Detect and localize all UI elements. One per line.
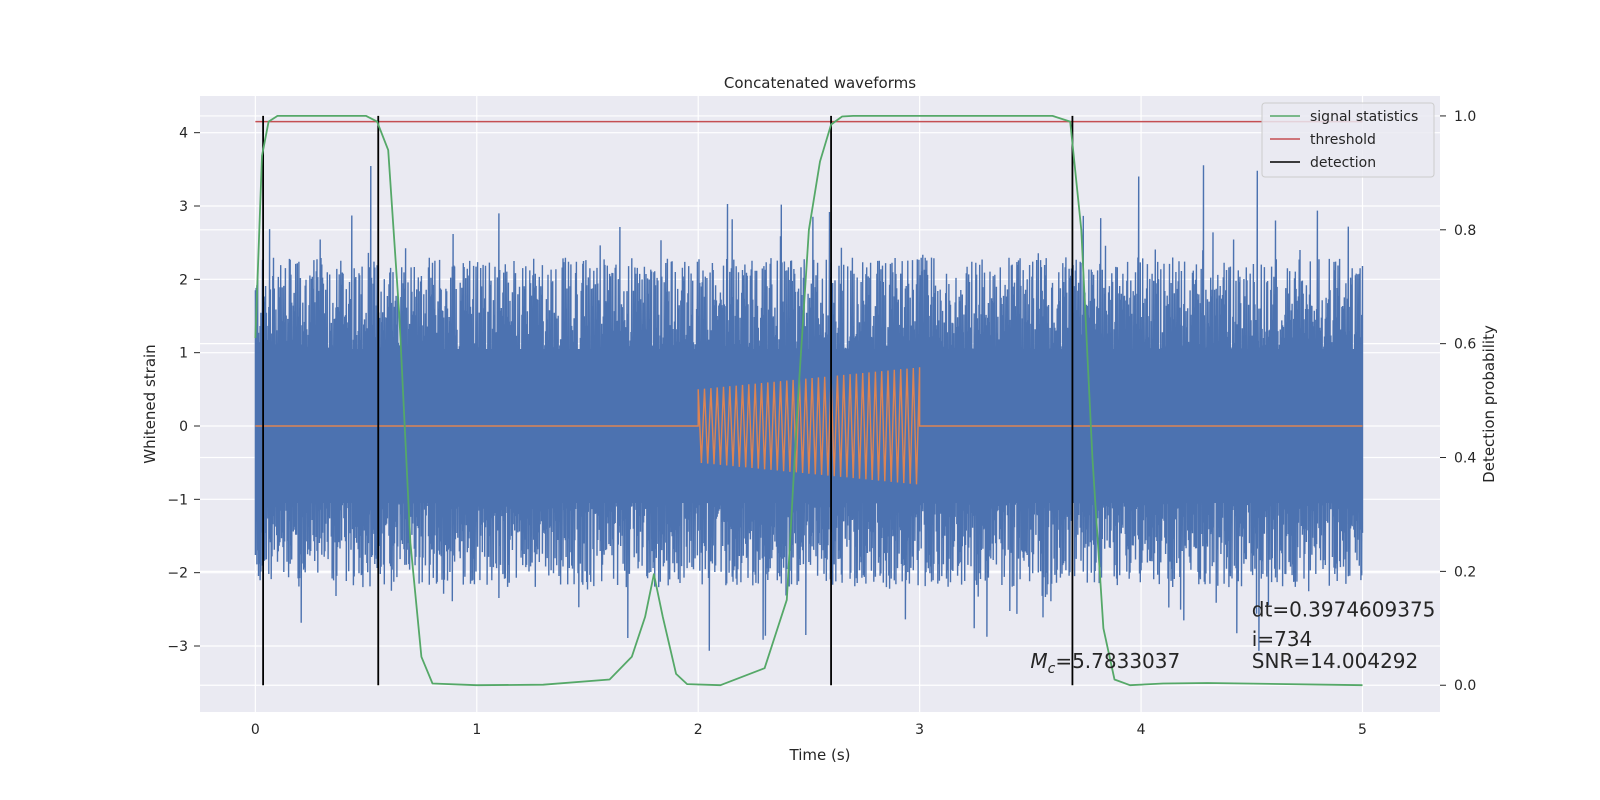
annotation-text: i=734 bbox=[1252, 627, 1313, 651]
legend-box bbox=[1261, 102, 1435, 178]
y-tick-label: 3 bbox=[179, 199, 188, 215]
signal-statistics-series bbox=[254, 115, 1363, 687]
chirp-line bbox=[255, 367, 1363, 485]
annotation-text: SNR=14.004292 bbox=[1252, 649, 1418, 673]
legend-threshold-label: threshold bbox=[1310, 132, 1376, 148]
annotation-symbol: M bbox=[1030, 649, 1047, 673]
right-y-tick-label: 0.2 bbox=[1454, 564, 1476, 580]
y-axis-label: Whitened strain bbox=[141, 344, 159, 463]
right-y-tick-label: 0.8 bbox=[1454, 223, 1476, 239]
y-tick-label: 0 bbox=[179, 419, 188, 435]
right-y-tick-label: 0.4 bbox=[1454, 451, 1476, 467]
right-y-axis-ticks: 0.0 0.2 0.4 0.6 0.8 1.0 bbox=[1440, 109, 1476, 694]
x-axis-ticks: 0 1 2 3 4 5 bbox=[251, 722, 1367, 738]
x-tick-label: 3 bbox=[915, 722, 924, 738]
legend: signal statistics threshold detection bbox=[1261, 102, 1435, 178]
x-tick-label: 4 bbox=[1137, 722, 1146, 738]
x-tick-label: 5 bbox=[1358, 722, 1367, 738]
y-tick-label: 4 bbox=[179, 126, 188, 142]
y-tick-label: −1 bbox=[167, 492, 188, 508]
y-axis-ticks: −3 −2 −1 0 1 2 3 4 bbox=[167, 126, 200, 655]
annotation-text: dt=0.3974609375 bbox=[1252, 598, 1436, 622]
x-axis-label: Time (s) bbox=[789, 746, 851, 764]
right-y-axis-label: Detection probability bbox=[1480, 325, 1498, 483]
annotation-text: Mc=5.7833037 bbox=[1030, 649, 1180, 677]
x-tick-label: 1 bbox=[472, 722, 481, 738]
legend-signal-statistics-label: signal statistics bbox=[1310, 109, 1418, 125]
x-tick-label: 0 bbox=[251, 722, 260, 738]
right-y-tick-label: 1.0 bbox=[1454, 109, 1476, 125]
chart-title: Concatenated waveforms bbox=[724, 74, 916, 92]
annotation-subscript: c bbox=[1048, 661, 1056, 677]
right-y-tick-label: 0.0 bbox=[1454, 678, 1476, 694]
annotation-value: =5.7833037 bbox=[1055, 649, 1180, 673]
chirp-waveform-series bbox=[255, 367, 1363, 485]
y-tick-label: 1 bbox=[179, 346, 188, 362]
y-tick-label: −2 bbox=[167, 566, 188, 582]
detection-series bbox=[262, 115, 1074, 686]
right-y-tick-label: 0.6 bbox=[1454, 337, 1476, 353]
y-tick-label: 2 bbox=[179, 272, 188, 288]
y-tick-label: −3 bbox=[167, 639, 188, 655]
legend-detection-label: detection bbox=[1310, 155, 1376, 171]
signal-statistics-line bbox=[254, 115, 1363, 687]
x-tick-label: 2 bbox=[694, 722, 703, 738]
